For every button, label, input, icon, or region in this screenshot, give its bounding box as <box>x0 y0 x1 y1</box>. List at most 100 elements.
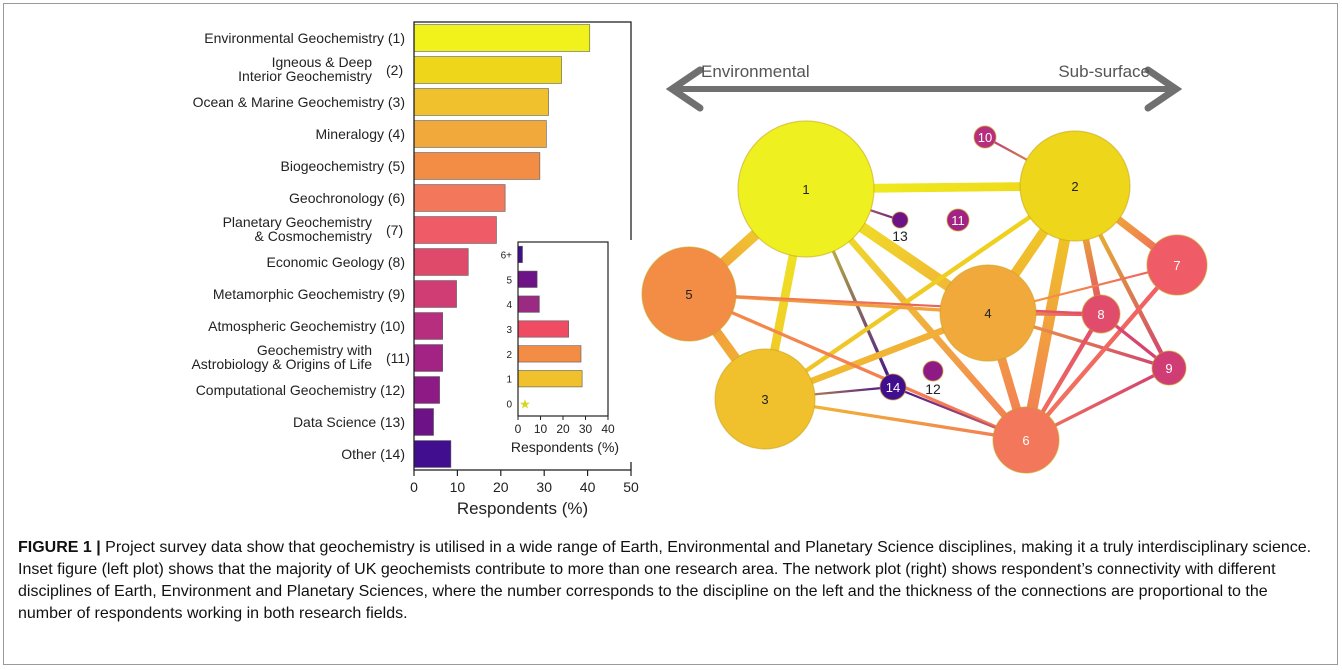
network-node <box>737 120 875 258</box>
bar-category-label: Data Science (13) <box>293 414 405 430</box>
inset-x-tick-label: 10 <box>534 422 548 436</box>
bar-category-label: Economic Geology (8) <box>266 254 405 270</box>
bar <box>413 408 434 436</box>
x-tick-label: 50 <box>623 479 639 495</box>
bar-category-label: Igneous & Deep <box>272 54 373 70</box>
network-node-label: 9 <box>1165 361 1172 376</box>
bar <box>413 344 443 372</box>
network-node <box>946 208 970 232</box>
network-edge <box>688 292 1027 442</box>
bar <box>413 376 440 404</box>
network-node <box>992 406 1060 474</box>
network-node-label: 10 <box>978 130 992 145</box>
network-node-label: 8 <box>1097 307 1104 322</box>
bar-category-label: Mineralogy (4) <box>316 126 405 142</box>
bar <box>413 120 547 148</box>
network-node <box>891 211 909 229</box>
axis-right-label: Sub-surface <box>1058 62 1150 81</box>
x-tick-label: 40 <box>580 479 596 495</box>
bar-category-label: Biogeochemistry (5) <box>281 158 406 174</box>
bar <box>413 216 497 244</box>
bar <box>413 152 541 180</box>
bar-category-label: Other (14) <box>341 446 405 462</box>
figure-caption: FIGURE 1 | Project survey data show that… <box>18 537 1323 625</box>
bar-category-label: Metamorphic Geochemistry (9) <box>213 286 405 302</box>
inset-category-label: 1 <box>506 375 512 386</box>
inset-category-label: 3 <box>506 325 512 336</box>
inset-bar <box>517 245 523 263</box>
network-node <box>1019 130 1131 242</box>
bar-category-number: (11) <box>386 350 410 366</box>
network-node-label: 12 <box>925 381 941 397</box>
x-tick-label: 10 <box>450 479 466 495</box>
caption-text: Project survey data show that geochemist… <box>18 539 1312 622</box>
bar-category-label: Interior Geochemistry <box>238 68 372 84</box>
network-node <box>1081 294 1121 334</box>
bar-category-label: Computational Geochemistry (12) <box>196 382 405 398</box>
axis-arrow-left-head <box>665 66 704 112</box>
bar-category-label: Atmospheric Geochemistry (10) <box>208 318 405 334</box>
axis-arrow-right-head <box>1144 66 1183 112</box>
bar-category-label: Geochronology (6) <box>289 190 405 206</box>
network-node-label: 4 <box>984 306 991 321</box>
network-node <box>939 264 1037 362</box>
network-edge <box>1024 263 1179 442</box>
x-tick-label: 20 <box>493 479 509 495</box>
bar-category-label: Environmental Geochemistry (1) <box>204 30 405 46</box>
network-node <box>1151 350 1187 386</box>
network-node-label: 7 <box>1173 258 1180 273</box>
network-node <box>973 125 997 149</box>
inset-x-tick-label: 40 <box>601 422 615 436</box>
x-tick-label: 0 <box>410 479 418 495</box>
network-node <box>922 360 944 382</box>
inset-bar <box>517 370 583 388</box>
network-node <box>714 348 816 450</box>
x-axis-label: Respondents (%) <box>457 499 588 518</box>
inset-bar <box>517 320 569 338</box>
inset-category-label: 2 <box>506 350 512 361</box>
figure-svg: Environmental Geochemistry (1) Igneous & … <box>191 21 1208 518</box>
bar <box>413 56 562 84</box>
axis-left-label: Environmental <box>701 62 810 81</box>
inset-category-label: 0 <box>506 400 512 411</box>
network-edge <box>763 184 1077 401</box>
inset-bar <box>517 295 540 313</box>
network-node <box>879 373 907 401</box>
bar-category-label: Geochemistry with <box>257 342 372 358</box>
inset-x-axis-label: Respondents (%) <box>511 439 619 455</box>
figure-label: FIGURE 1 | <box>18 539 101 556</box>
bar-chart: Environmental Geochemistry (1) Igneous & … <box>191 21 639 518</box>
bar <box>413 88 549 116</box>
network-node-label: 2 <box>1071 179 1078 194</box>
inset-chart: 6+ 5 4 3 2 1 ★ 00 10 20 30 40 Respondents (%) <box>500 240 632 462</box>
inset-category-label: 6+ <box>501 250 513 261</box>
network-node <box>1146 234 1208 296</box>
inset-category-label: 4 <box>506 300 512 311</box>
bar-category-label: Planetary Geochemistry <box>223 214 372 230</box>
bar-category-number: (7) <box>386 222 403 238</box>
inset-zero-marker: ★ <box>519 397 531 412</box>
bar <box>413 312 443 340</box>
network-node-label: 5 <box>685 287 692 302</box>
network-node-label: 3 <box>761 392 768 407</box>
network-node-label: 11 <box>951 213 965 228</box>
inset-x-tick-label: 20 <box>556 422 570 436</box>
inset-x-tick-label: 30 <box>579 422 593 436</box>
bar <box>413 280 457 308</box>
inset-x-tick-label: 0 <box>515 422 522 436</box>
network-node-label: 1 <box>802 182 809 197</box>
network-node <box>641 246 737 342</box>
inset-bar <box>517 345 582 363</box>
bar-category-label: Ocean & Marine Geochemistry (3) <box>193 94 405 110</box>
bar <box>413 184 506 212</box>
inset-bar <box>517 270 538 288</box>
bar-category-label: & Cosmochemistry <box>255 228 372 244</box>
bar <box>413 440 452 468</box>
inset-category-label: 5 <box>506 275 512 286</box>
network-node-label: 14 <box>886 380 900 395</box>
bar <box>413 248 469 276</box>
bar-category-number: (2) <box>386 62 403 78</box>
network-node-label: 13 <box>892 228 908 244</box>
network-node-label: 6 <box>1022 433 1029 448</box>
